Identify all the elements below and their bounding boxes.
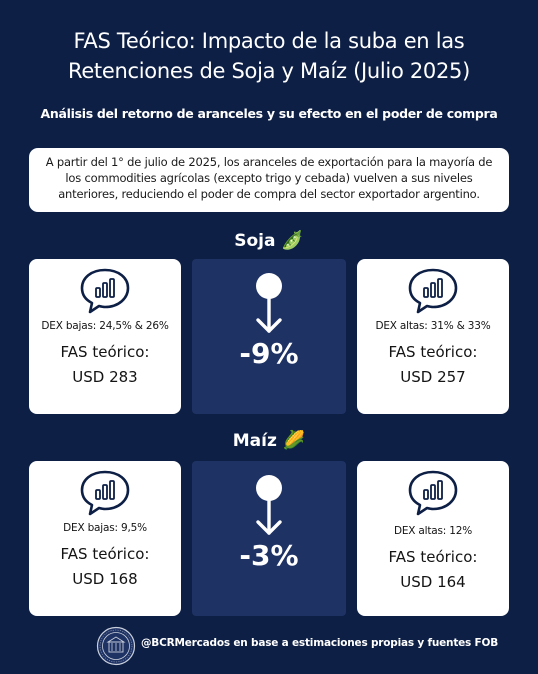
soja-change-value: -9% [239, 337, 299, 370]
page-subtitle: Análisis del retorno de aranceles y su e… [40, 106, 498, 121]
soja-low-card: DEX bajas: 24,5% & 26% FAS teórico: USD … [29, 259, 181, 414]
maiz-high-fas-label: FAS teórico: [388, 548, 478, 566]
soja-low-dex: DEX bajas: 24,5% & 26% [41, 320, 169, 332]
title-line-2: Retenciones de Soja y Maíz (Julio 2025) [67, 59, 471, 83]
soja-high-dex: DEX altas: 31% & 33% [375, 320, 491, 332]
footer-credit: @BCRMercados en base a estimaciones prop… [141, 637, 499, 649]
soja-low-fas-label: FAS teórico: [60, 343, 150, 361]
institution-seal-icon [96, 626, 136, 666]
soja-high-card: DEX altas: 31% & 33% FAS teórico: USD 25… [357, 259, 509, 414]
maiz-label: Maíz [232, 431, 277, 451]
maiz-low-dex: DEX bajas: 9,5% [63, 522, 147, 534]
maiz-high-dex: DEX altas: 12% [393, 525, 473, 537]
soja-label: Soja [234, 231, 276, 251]
down-arrow-icon [256, 273, 282, 333]
intro-box: A partir del 1° de julio de 2025, los ar… [29, 148, 509, 212]
down-arrow-icon [256, 475, 282, 535]
soja-high-fas-label: FAS teórico: [388, 343, 478, 361]
chat-chart-icon [408, 268, 458, 314]
footer: @BCRMercados en base a estimaciones prop… [0, 626, 538, 666]
soja-low-usd: USD 283 [72, 368, 138, 386]
section-title-maiz: Maíz 🌽 [0, 430, 538, 451]
maiz-change-value: -3% [239, 539, 299, 572]
title-line-1: FAS Teórico: Impacto de la suba en las [73, 29, 465, 53]
corn-icon: 🌽 [282, 430, 306, 451]
soja-high-usd: USD 257 [400, 368, 466, 386]
page-title: FAS Teórico: Impacto de la suba en las R… [20, 26, 518, 86]
maiz-low-fas-label: FAS teórico: [60, 545, 150, 563]
maiz-low-card: DEX bajas: 9,5% FAS teórico: USD 168 [29, 461, 181, 616]
intro-line-3: anteriores, reduciendo el poder de compr… [58, 187, 480, 201]
maiz-high-usd: USD 164 [400, 573, 466, 591]
chat-chart-icon [408, 470, 458, 516]
maiz-low-usd: USD 168 [72, 570, 138, 588]
chat-chart-icon [80, 268, 130, 314]
intro-line-1: A partir del 1° de julio de 2025, los ar… [45, 155, 493, 169]
soybean-icon: 🫛 [281, 230, 304, 251]
chat-chart-icon [80, 470, 130, 516]
maiz-high-card: DEX altas: 12% FAS teórico: USD 164 [357, 461, 509, 616]
intro-line-2: los commodities agrícolas (excepto trigo… [65, 171, 473, 185]
soja-change-panel: -9% [192, 259, 346, 414]
maiz-change-panel: -3% [192, 461, 346, 616]
section-title-soja: Soja 🫛 [0, 230, 538, 251]
